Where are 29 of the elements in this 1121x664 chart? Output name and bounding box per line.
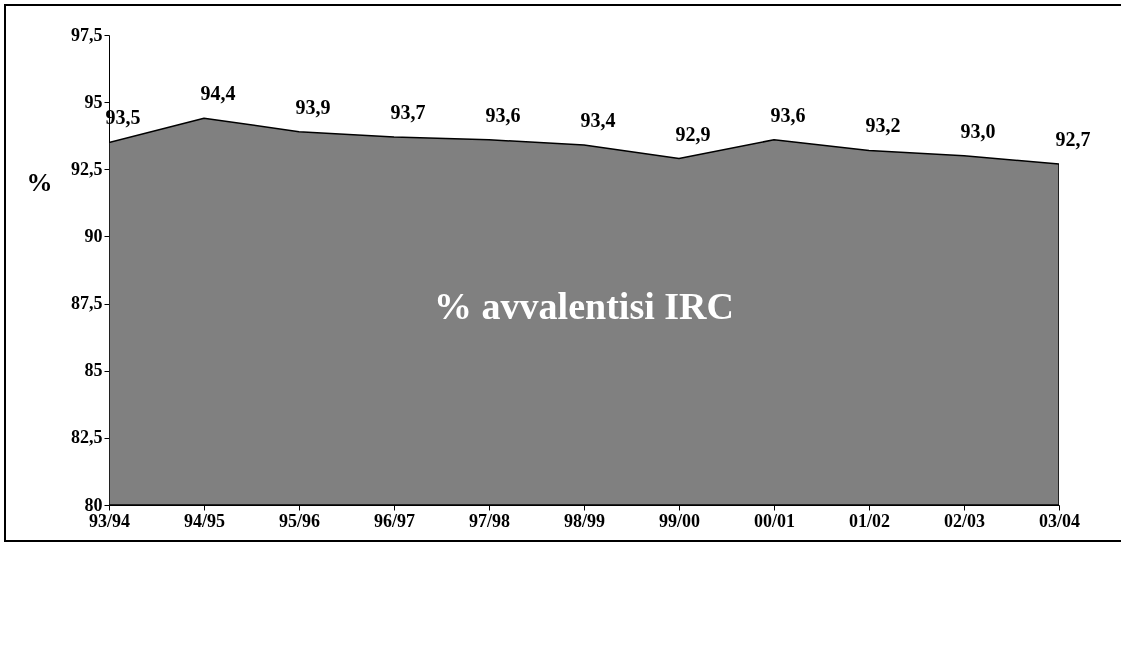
- data-label: 93,7: [390, 101, 426, 124]
- data-label: 93,9: [295, 95, 331, 118]
- x-tick-label: 99/00: [658, 510, 701, 531]
- y-tick-label: 82,5: [71, 427, 103, 448]
- annotation: % avvalentisi IRC: [434, 284, 734, 327]
- y-tick-label: 90: [84, 225, 103, 246]
- y-tick-label: 92,5: [71, 158, 103, 179]
- y-tick-label: 95: [84, 91, 103, 112]
- x-tick-label: 97/98: [468, 510, 511, 531]
- x-tick-label: 95/96: [278, 510, 321, 531]
- y-axis-title: %: [26, 167, 53, 197]
- x-tick-label: 94/95: [183, 510, 226, 531]
- x-tick-label: 96/97: [373, 510, 416, 531]
- data-label: 94,4: [200, 82, 236, 105]
- y-tick-label: 85: [84, 360, 103, 381]
- data-label: 93,6: [770, 103, 806, 126]
- x-tick-label: 01/02: [848, 510, 891, 531]
- x-tick-label: 98/99: [563, 510, 606, 531]
- data-label: 92,9: [675, 122, 711, 145]
- data-label: 93,4: [580, 109, 616, 132]
- data-label: 93,0: [960, 119, 996, 142]
- data-label: 92,7: [1055, 127, 1091, 150]
- x-tick-label: 03/04: [1038, 510, 1081, 531]
- y-tick-label: 97,5: [71, 24, 103, 45]
- data-label: 93,2: [865, 114, 901, 137]
- data-label: 93,6: [485, 103, 521, 126]
- x-tick-label: 02/03: [943, 510, 986, 531]
- x-tick-label: 00/01: [753, 510, 796, 531]
- y-tick-label: 87,5: [71, 293, 103, 314]
